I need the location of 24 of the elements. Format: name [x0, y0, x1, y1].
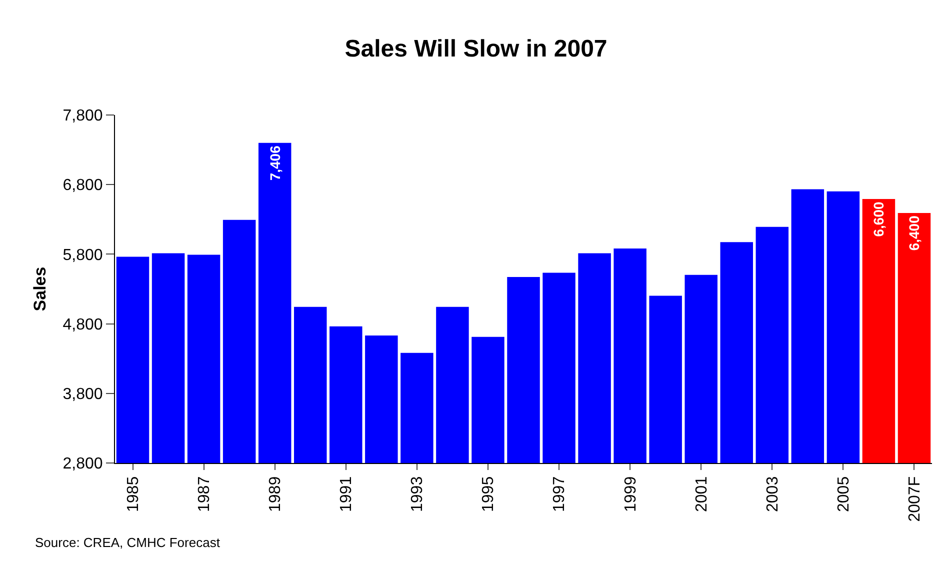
x-tick-label: 2005: [835, 476, 852, 512]
data-label: 6,600: [870, 202, 887, 237]
x-tick-label: 1989: [267, 476, 284, 512]
x-tick-label: 1995: [480, 476, 498, 512]
data-label: 7,406: [266, 145, 283, 181]
x-tick-label: 1993: [409, 476, 426, 512]
x-tick-label: 1997: [551, 476, 568, 512]
y-tick-label: 4,800: [62, 316, 103, 334]
y-tick-label: 2,800: [62, 456, 103, 473]
chart-title: Sales Will Slow in 2007: [344, 36, 608, 63]
y-axis-title: Sales: [30, 266, 50, 312]
x-tick-label: 1999: [622, 476, 640, 512]
y-tick-label: 6,800: [62, 177, 103, 194]
x-tick-label: 2007F: [906, 476, 924, 522]
x-tick-label: 1985: [124, 476, 142, 512]
y-tick-label: 5,800: [62, 246, 103, 264]
y-tick-label: 3,800: [62, 386, 103, 403]
x-tick-label: 1987: [196, 476, 213, 512]
x-tick-label: 2003: [764, 476, 782, 512]
source-note: Source: CREA, CMHC Forecast: [35, 535, 220, 550]
y-tick-label: 7,800: [62, 108, 103, 125]
x-tick-label: 1991: [338, 476, 356, 512]
x-tick-label: 2001: [693, 476, 710, 512]
data-label: 6,400: [906, 215, 922, 251]
